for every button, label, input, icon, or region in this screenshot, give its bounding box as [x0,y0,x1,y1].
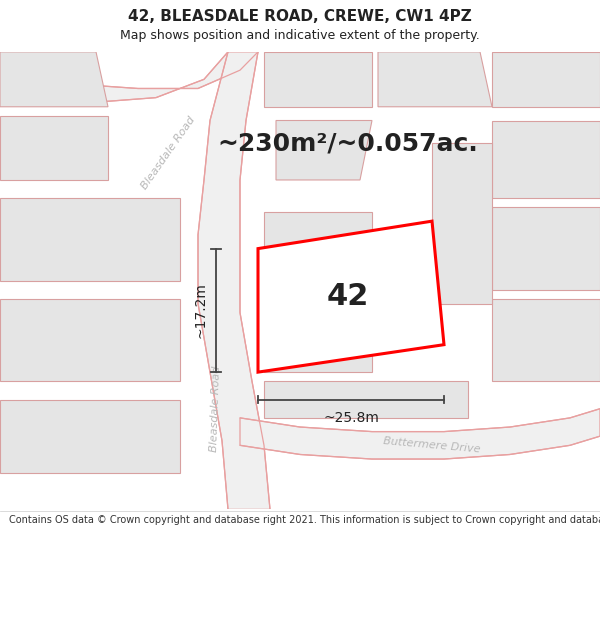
Text: Map shows position and indicative extent of the property.: Map shows position and indicative extent… [120,29,480,42]
Polygon shape [240,409,600,459]
Polygon shape [0,198,180,281]
Polygon shape [492,121,600,198]
Text: 42, BLEASDALE ROAD, CREWE, CW1 4PZ: 42, BLEASDALE ROAD, CREWE, CW1 4PZ [128,9,472,24]
Polygon shape [432,143,492,304]
Polygon shape [492,208,600,290]
Text: Bleasdale Road: Bleasdale Road [139,114,197,191]
Polygon shape [264,52,372,107]
Text: ~17.2m: ~17.2m [193,282,207,338]
Text: ~230m²/~0.057ac.: ~230m²/~0.057ac. [218,131,478,156]
Polygon shape [378,52,492,107]
Polygon shape [0,399,180,472]
Polygon shape [0,116,108,180]
Polygon shape [258,221,444,372]
Polygon shape [492,299,600,381]
Text: ~25.8m: ~25.8m [323,411,379,425]
Polygon shape [264,212,372,372]
Polygon shape [264,381,468,418]
Polygon shape [492,52,600,107]
Text: Buttermere Drive: Buttermere Drive [383,436,481,454]
Text: 42: 42 [327,282,369,311]
Polygon shape [0,52,108,107]
Text: Bleasdale Road: Bleasdale Road [209,366,223,452]
Text: Contains OS data © Crown copyright and database right 2021. This information is : Contains OS data © Crown copyright and d… [9,515,600,525]
Polygon shape [198,52,270,509]
Polygon shape [0,299,180,381]
Polygon shape [0,52,258,102]
Polygon shape [276,121,372,180]
